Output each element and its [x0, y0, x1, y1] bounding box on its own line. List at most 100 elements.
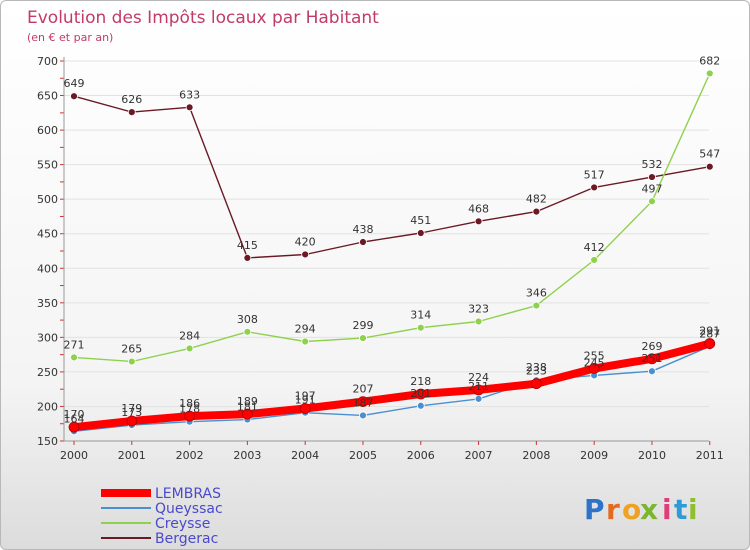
x-tick-label-2008: 2008: [522, 449, 550, 462]
data-label-queyssac-2004: 191: [295, 394, 316, 407]
data-point-creysse-2006: [416, 323, 425, 332]
data-point-bergerac-2011: [705, 162, 714, 171]
logo-letter: o: [622, 493, 641, 526]
y-tick-label-500: 500: [37, 193, 58, 206]
data-label-queyssac-2011: 287: [699, 327, 720, 340]
data-point-creysse-2002: [185, 344, 194, 353]
data-label-bergerac-2008: 482: [526, 193, 547, 206]
data-label-queyssac-2005: 187: [352, 396, 373, 409]
y-tick-label-450: 450: [37, 228, 58, 241]
data-point-creysse-2011: [705, 69, 714, 78]
y-tick-label-250: 250: [37, 366, 58, 379]
data-label-creysse-2010: 497: [641, 182, 662, 195]
data-point-lembras-2009: [588, 363, 600, 374]
data-point-lembras-2003: [241, 408, 253, 420]
logo-letter: i: [662, 493, 672, 526]
logo-letter: t: [674, 493, 687, 526]
y-tick-label-200: 200: [37, 400, 58, 413]
data-label-lembras-2008: 233: [526, 365, 547, 378]
data-point-lembras-2000: [68, 421, 80, 433]
data-label-bergerac-2007: 468: [468, 202, 489, 215]
data-label-queyssac-2010: 251: [641, 352, 662, 365]
data-point-creysse-2010: [648, 197, 656, 206]
data-point-queyssac-2006: [416, 401, 425, 410]
data-label-creysse-2005: 299: [352, 319, 373, 332]
y-tick-label-600: 600: [37, 124, 58, 137]
x-tick-label-2010: 2010: [638, 449, 666, 462]
data-label-creysse-2011: 682: [699, 54, 720, 67]
data-label-queyssac-2002: 178: [179, 403, 200, 416]
series-line-creysse: [73, 72, 711, 363]
data-point-bergerac-2003: [243, 254, 252, 262]
data-point-creysse-2001: [127, 357, 136, 366]
data-point-bergerac-2009: [590, 183, 599, 192]
x-tick-label-2006: 2006: [407, 449, 435, 462]
data-label-lembras-2010: 269: [641, 340, 662, 353]
data-label-creysse-2002: 284: [179, 329, 200, 342]
data-point-lembras-2001: [126, 415, 138, 427]
x-tick-label-2003: 2003: [233, 449, 261, 462]
data-label-queyssac-2009: 245: [584, 356, 605, 369]
data-label-bergerac-2004: 420: [295, 235, 316, 248]
data-label-creysse-2006: 314: [410, 309, 431, 322]
data-point-creysse-2009: [590, 256, 599, 264]
y-tick-label-700: 700: [37, 55, 58, 68]
data-label-queyssac-2007: 211: [468, 380, 489, 393]
data-label-lembras-2003: 189: [237, 395, 258, 408]
data-point-creysse-2008: [532, 301, 541, 310]
legend-label-bergerac: Bergerac: [155, 531, 218, 547]
data-label-queyssac-2000: 164: [64, 412, 85, 425]
data-point-queyssac-2007: [474, 394, 483, 403]
data-label-lembras-2011: 291: [699, 325, 720, 338]
data-point-lembras-2002: [184, 410, 195, 422]
logo-letter: r: [606, 493, 620, 526]
logo-letter: P: [584, 493, 605, 526]
legend-label-creysse: Creysse: [155, 516, 210, 532]
data-label-lembras-2001: 179: [121, 402, 142, 415]
data-label-bergerac-2000: 649: [64, 77, 85, 90]
data-label-bergerac-2003: 415: [237, 239, 258, 252]
data-label-bergerac-2011: 547: [699, 148, 720, 161]
data-label-creysse-2004: 294: [295, 323, 316, 336]
data-label-creysse-2001: 265: [121, 343, 142, 356]
logo-letter: i: [688, 493, 698, 526]
data-label-creysse-2000: 271: [64, 338, 85, 351]
data-label-queyssac-2008: 238: [526, 361, 547, 374]
y-tick-label-400: 400: [37, 262, 58, 275]
data-label-lembras-2006: 218: [410, 375, 431, 388]
x-tick-label-2009: 2009: [580, 449, 608, 462]
data-point-bergerac-2000: [70, 92, 78, 101]
data-point-lembras-2007: [473, 384, 484, 396]
chart-subtitle: (en € et par an): [27, 31, 113, 44]
data-point-queyssac-2010: [648, 367, 656, 376]
data-label-queyssac-2006: 201: [410, 387, 431, 400]
data-label-creysse-2003: 308: [237, 313, 258, 326]
data-label-lembras-2000: 170: [64, 408, 85, 421]
series-line-bergerac: [73, 95, 711, 259]
data-label-bergerac-2001: 626: [121, 93, 142, 106]
data-point-bergerac-2004: [301, 250, 310, 259]
data-point-creysse-2003: [243, 327, 252, 336]
data-point-lembras-2010: [646, 353, 658, 365]
data-point-creysse-2000: [70, 353, 78, 362]
x-tick-label-2001: 2001: [118, 449, 146, 462]
data-point-bergerac-2005: [359, 238, 367, 246]
data-point-bergerac-2002: [185, 103, 194, 112]
data-point-lembras-2011: [704, 338, 716, 349]
data-label-queyssac-2003: 181: [237, 401, 258, 414]
legend-label-queyssac: Queyssac: [155, 501, 223, 517]
logo-letter: x: [640, 493, 658, 526]
data-label-bergerac-2006: 451: [410, 214, 431, 227]
data-point-lembras-2004: [299, 403, 311, 414]
data-point-bergerac-2007: [474, 217, 483, 226]
data-label-queyssac-2001: 173: [121, 406, 142, 419]
data-point-lembras-2008: [530, 378, 542, 390]
y-tick-label-150: 150: [37, 435, 58, 448]
data-point-queyssac-2005: [359, 411, 367, 420]
y-tick-label-550: 550: [37, 159, 58, 172]
data-label-lembras-2002: 186: [179, 397, 200, 410]
series-line-queyssac: [73, 345, 711, 432]
chart-title: Evolution des Impôts locaux par Habitant: [27, 8, 379, 28]
